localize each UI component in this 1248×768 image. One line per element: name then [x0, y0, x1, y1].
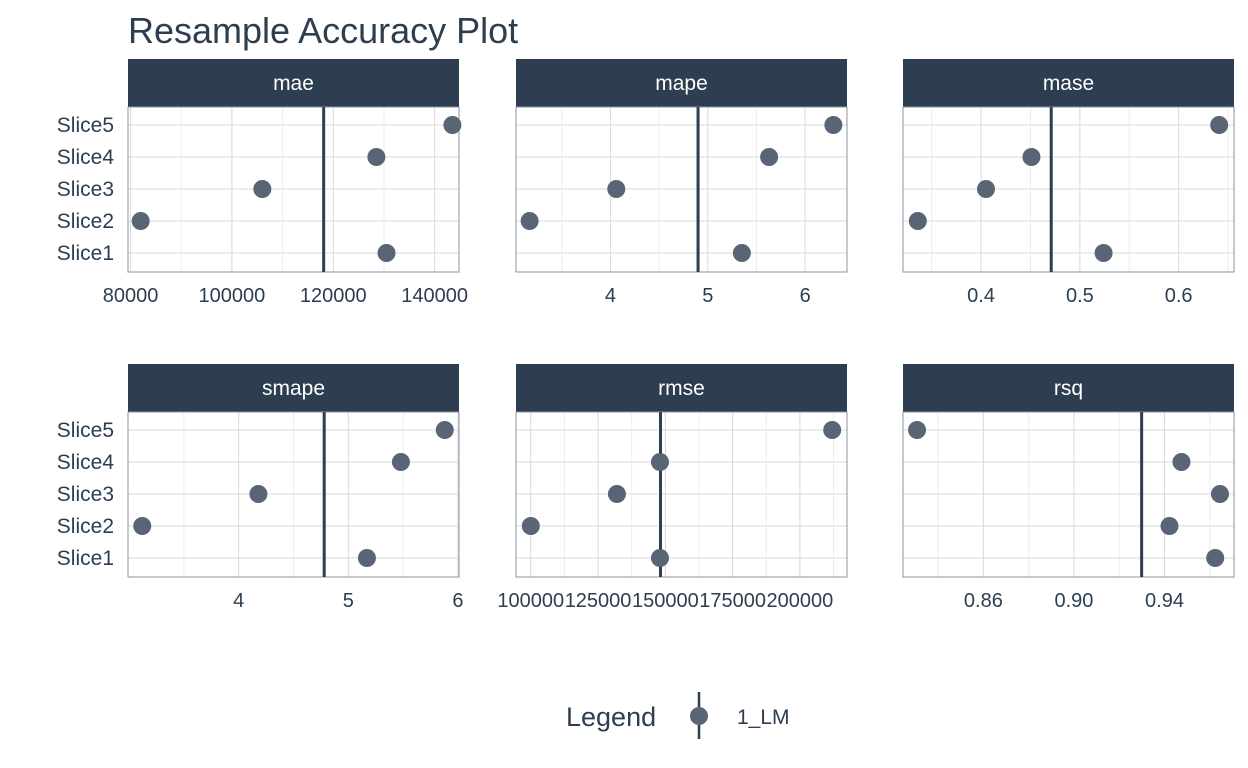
legend-title: Legend [566, 702, 656, 732]
y-tick-label: Slice1 [57, 547, 114, 570]
data-point-rmse-slice1 [650, 549, 669, 567]
data-point-smape-slice1 [357, 549, 376, 567]
x-tick-label: 0.6 [1165, 285, 1193, 307]
y-tick-label: Slice3 [57, 483, 114, 506]
x-tick-label: 0.90 [1054, 590, 1093, 612]
y-tick-label: Slice5 [57, 419, 114, 442]
data-point-rsq-slice5 [908, 421, 927, 439]
facet-strip [903, 59, 1234, 107]
x-tick-label: 200000 [767, 590, 834, 612]
data-point-rsq-slice2 [1160, 517, 1179, 535]
data-point-mape-slice5 [824, 116, 843, 134]
data-point-rmse-slice2 [521, 517, 540, 535]
facet-label-rmse: rmse [658, 377, 705, 400]
legend-item-label: 1_LM [737, 706, 790, 729]
data-point-mape-slice1 [732, 244, 751, 262]
facet-strip [903, 364, 1234, 412]
data-point-smape-slice2 [133, 517, 152, 535]
data-point-mase-slice3 [976, 180, 995, 198]
facet-strip [516, 364, 847, 412]
data-point-mape-slice4 [760, 148, 779, 166]
x-tick-label: 140000 [401, 285, 468, 307]
data-point-smape-slice4 [391, 453, 410, 471]
facet-strip [128, 364, 459, 412]
facet-label-mape: mape [655, 72, 708, 95]
facet-label-rsq: rsq [1054, 377, 1083, 400]
data-point-mape-slice3 [607, 180, 626, 198]
data-point-rmse-slice5 [823, 421, 842, 439]
data-point-rmse-slice4 [650, 453, 669, 471]
y-tick-label: Slice5 [57, 114, 114, 137]
y-tick-label: Slice3 [57, 178, 114, 201]
x-tick-label: 4 [233, 590, 244, 612]
panel-border [515, 411, 848, 578]
data-point-mae-slice2 [131, 212, 150, 230]
x-tick-label: 100000 [199, 285, 266, 307]
data-point-mase-slice5 [1210, 116, 1229, 134]
x-tick-label: 125000 [565, 590, 632, 612]
x-tick-label: 80000 [103, 285, 159, 307]
x-tick-label: 150000 [632, 590, 699, 612]
facet-label-mae: mae [273, 72, 314, 95]
y-tick-label: Slice4 [57, 146, 115, 169]
x-tick-label: 100000 [497, 590, 564, 612]
data-point-rmse-slice3 [607, 485, 626, 503]
panel-border [902, 411, 1235, 578]
x-tick-label: 175000 [699, 590, 766, 612]
data-point-mae-slice1 [377, 244, 396, 262]
x-tick-label: 6 [800, 285, 811, 307]
data-point-rsq-slice1 [1206, 549, 1225, 567]
facet-strip [516, 59, 847, 107]
panel-border [127, 106, 460, 273]
panel-border [127, 411, 460, 578]
data-point-rsq-slice3 [1210, 485, 1229, 503]
x-tick-label: 0.4 [967, 285, 995, 307]
x-tick-label: 6 [452, 590, 463, 612]
data-point-mase-slice1 [1094, 244, 1113, 262]
data-point-smape-slice5 [435, 421, 454, 439]
legend-key-point [690, 707, 708, 725]
y-tick-label: Slice4 [57, 451, 115, 474]
facet-label-smape: smape [262, 377, 325, 400]
y-tick-label: Slice2 [57, 210, 114, 233]
data-point-mae-slice5 [443, 116, 462, 134]
x-tick-label: 120000 [300, 285, 367, 307]
x-tick-label: 5 [343, 590, 354, 612]
data-point-mae-slice3 [253, 180, 272, 198]
panel-border [902, 106, 1235, 273]
chart-title: Resample Accuracy Plot [128, 10, 519, 51]
x-tick-label: 0.94 [1145, 590, 1184, 612]
x-tick-label: 5 [702, 285, 713, 307]
facet-strip [128, 59, 459, 107]
facet-label-mase: mase [1043, 72, 1094, 95]
x-tick-label: 4 [605, 285, 616, 307]
data-point-mase-slice4 [1022, 148, 1041, 166]
y-tick-label: Slice2 [57, 515, 114, 538]
data-point-rsq-slice4 [1172, 453, 1191, 471]
x-tick-label: 0.5 [1066, 285, 1094, 307]
x-tick-label: 0.86 [964, 590, 1003, 612]
y-tick-label: Slice1 [57, 242, 114, 265]
data-point-mape-slice2 [520, 212, 539, 230]
data-point-smape-slice3 [249, 485, 268, 503]
data-point-mase-slice2 [908, 212, 927, 230]
panel-border [515, 106, 848, 273]
data-point-mae-slice4 [367, 148, 386, 166]
